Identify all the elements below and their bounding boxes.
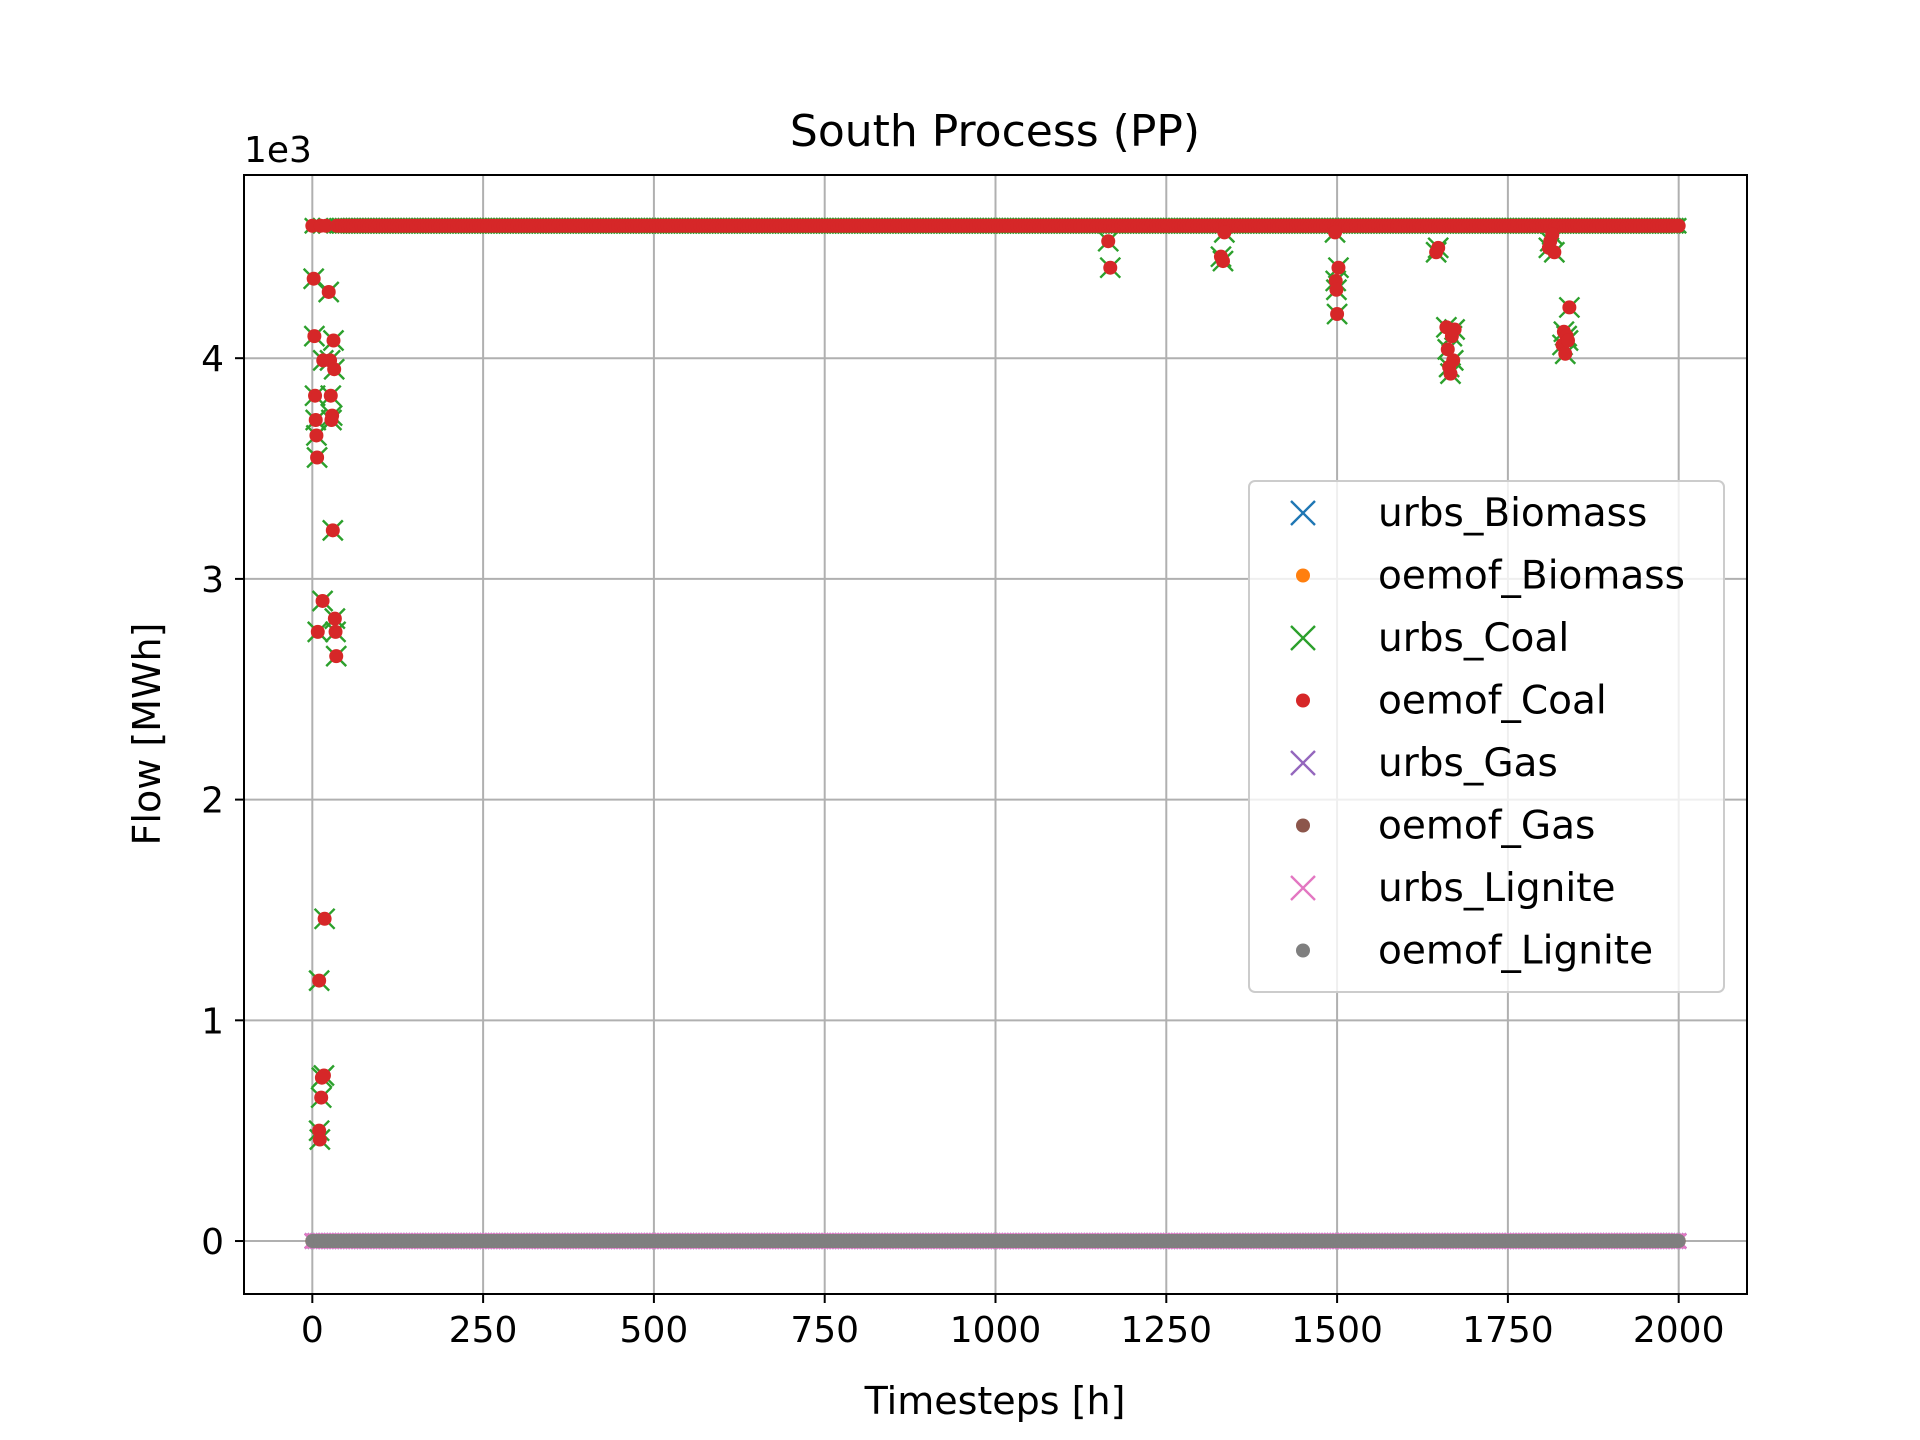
y-axis-label: Flow [MWh]	[125, 623, 169, 846]
y-offset-label: 1e3	[244, 130, 312, 171]
dot-marker	[1545, 227, 1560, 242]
x-marker	[1290, 625, 1316, 651]
x-tick-label: 1250	[1120, 1310, 1212, 1351]
y-tick-label: 2	[201, 781, 224, 822]
dot-marker	[329, 649, 344, 664]
dot-marker	[308, 388, 323, 403]
legend-item-urbs_Lignite: urbs_Lignite	[1290, 866, 1616, 911]
y-tick-label: 4	[201, 339, 224, 380]
legend-item-oemof_Coal: oemof_Coal	[1296, 679, 1607, 724]
legend-label: oemof_Gas	[1378, 804, 1595, 849]
legend-box	[1248, 480, 1725, 993]
x-marker	[1290, 750, 1316, 776]
x-tick-label: 750	[790, 1310, 859, 1351]
dot-marker	[310, 450, 325, 465]
dot-marker	[1103, 260, 1118, 275]
axis-ticks: 0 250 500 750 1000 1250 1500 1750 2000 0 1 2 3 4	[201, 339, 1724, 1351]
legend-label: urbs_Coal	[1378, 616, 1569, 661]
legend-item-oemof_Lignite: oemof_Lignite	[1296, 929, 1653, 974]
legend-item-urbs_Gas: urbs_Gas	[1290, 741, 1558, 786]
legend-label: urbs_Gas	[1378, 741, 1558, 786]
dot-marker	[306, 271, 321, 286]
dot-marker	[316, 1068, 331, 1083]
legend: urbs_Biomass oemof_Biomass urbs_Coal oemof_…	[1248, 480, 1725, 993]
dot-marker	[1447, 322, 1462, 337]
dot-marker	[327, 362, 342, 377]
legend-item-oemof_Biomass: oemof_Biomass	[1296, 554, 1685, 599]
legend-label: oemof_Lignite	[1378, 929, 1653, 974]
x-axis-label: Timesteps [h]	[864, 1379, 1126, 1423]
dot-marker	[1562, 300, 1577, 315]
series-oemof_Lignite	[305, 1234, 1686, 1249]
dot-marker	[1331, 260, 1346, 275]
dot-marker	[1296, 943, 1310, 958]
x-tick-label: 250	[449, 1310, 518, 1351]
dot-marker	[1217, 225, 1232, 240]
legend-label: urbs_Lignite	[1378, 866, 1616, 911]
chart-title: South Process (PP)	[790, 106, 1200, 157]
series-oemof_Coal	[305, 218, 1686, 1147]
dot-marker	[312, 973, 327, 988]
dot-marker	[1431, 240, 1446, 255]
dot-marker	[1671, 218, 1686, 233]
dot-marker	[307, 329, 322, 344]
dot-marker	[315, 593, 330, 608]
y-tick-label: 0	[201, 1222, 224, 1263]
x-tick-label: 500	[620, 1310, 689, 1351]
dot-marker	[321, 284, 336, 299]
dot-marker	[1328, 225, 1343, 240]
dot-marker	[1561, 333, 1576, 348]
x-marker	[1290, 500, 1316, 526]
dot-marker	[1215, 254, 1230, 269]
dot-marker	[309, 428, 324, 443]
dot-marker	[310, 624, 325, 639]
dot-marker	[312, 1132, 327, 1147]
x-tick-label: 1750	[1462, 1310, 1554, 1351]
dot-marker	[327, 611, 342, 626]
plot-marks	[302, 217, 1688, 1250]
legend-label: oemof_Biomass	[1378, 554, 1685, 599]
y-tick-label: 3	[201, 560, 224, 601]
dot-marker	[318, 218, 333, 233]
legend-item-urbs_Biomass: urbs_Biomass	[1290, 491, 1647, 536]
dot-marker	[308, 412, 323, 427]
dot-marker	[1671, 1234, 1686, 1249]
dot-marker	[1330, 307, 1345, 322]
x-tick-label: 1000	[950, 1310, 1042, 1351]
dot-marker	[1296, 568, 1310, 583]
dot-marker	[323, 388, 338, 403]
x-tick-label: 0	[301, 1310, 324, 1351]
x-tick-label: 2000	[1633, 1310, 1725, 1351]
legend-item-oemof_Gas: oemof_Gas	[1296, 804, 1595, 849]
dot-marker	[328, 624, 343, 639]
dot-marker	[1101, 234, 1116, 249]
x-tick-label: 1500	[1291, 1310, 1383, 1351]
legend-label: oemof_Coal	[1378, 679, 1607, 724]
dot-marker	[1446, 353, 1461, 368]
dot-marker	[317, 911, 332, 926]
dot-marker	[1296, 693, 1310, 708]
dot-marker	[314, 1090, 329, 1105]
legend-label: urbs_Biomass	[1378, 491, 1647, 536]
dot-marker	[325, 523, 340, 538]
x-marker	[1290, 875, 1316, 901]
y-tick-label: 1	[201, 1001, 224, 1042]
dot-marker	[1558, 346, 1573, 361]
dot-marker	[1296, 818, 1310, 833]
dot-marker	[1443, 366, 1458, 381]
dot-marker	[1440, 342, 1455, 357]
dot-marker	[325, 408, 340, 423]
legend-item-urbs_Coal: urbs_Coal	[1290, 616, 1569, 661]
dot-marker	[1329, 282, 1344, 297]
dot-marker	[326, 333, 341, 348]
dot-marker	[1547, 245, 1562, 260]
